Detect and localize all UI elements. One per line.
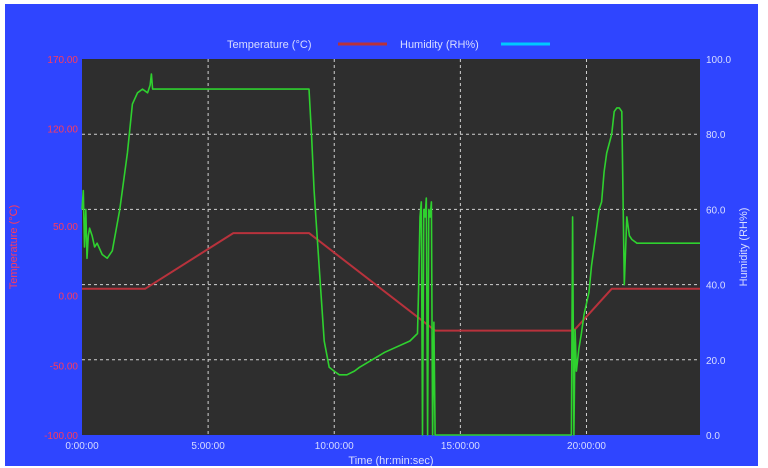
right-axis-tick-label: 100.0	[706, 55, 731, 66]
left-axis-tick-label: 170.00	[47, 55, 78, 66]
temperature-series-line	[82, 232, 700, 332]
legend-temperature-label: Temperature (°C)	[227, 39, 311, 51]
grid-lines	[82, 59, 700, 435]
left-axis-tick-label: 0.00	[59, 292, 79, 303]
right-axis-label: Humidity (RH%)	[738, 208, 750, 287]
temperature-humidity-chart: 0:00:00 5:00:00 10:00:00 15:00:00 20:00:00 -…	[8, 39, 750, 466]
x-axis-label: Time (hr:min:sec)	[348, 455, 433, 466]
right-axis-tick-label: 40.0	[706, 281, 726, 292]
left-axis-tick-label: 120.00	[47, 125, 78, 136]
right-axis-tick-label: 80.0	[706, 130, 726, 141]
x-axis-ticks: 0:00:00 5:00:00 10:00:00 15:00:00 20:00:00	[65, 441, 606, 452]
legend-humidity-label: Humidity (RH%)	[400, 39, 479, 51]
series-layer	[81, 73, 700, 436]
chart-frame: 0:00:00 5:00:00 10:00:00 15:00:00 20:00:00 -…	[5, 4, 758, 466]
x-tick-label: 20:00:00	[567, 441, 606, 452]
x-tick-label: 5:00:00	[191, 441, 225, 452]
right-axis-tick-label: 0.0	[706, 431, 720, 442]
left-axis-label: Temperature (°C)	[8, 205, 20, 289]
x-tick-label: 10:00:00	[315, 441, 354, 452]
plot-area	[82, 59, 700, 435]
right-axis-tick-label: 60.0	[706, 205, 726, 216]
left-axis-tick-label: -100.00	[44, 431, 78, 442]
right-axis-tick-label: 20.0	[706, 356, 726, 367]
humidity-series-line	[81, 73, 700, 436]
x-tick-label: 0:00:00	[65, 441, 99, 452]
left-axis-tick-label: 50.00	[53, 222, 78, 233]
left-axis-ticks: -100.00 -50.00 0.00 50.00 120.00 170.00	[44, 55, 78, 442]
legend: Temperature (°C) Humidity (RH%)	[227, 39, 550, 51]
right-axis-ticks: 0.0 20.0 40.0 60.0 80.0 100.0	[706, 55, 731, 442]
left-axis-tick-label: -50.00	[50, 361, 79, 372]
x-tick-label: 15:00:00	[441, 441, 480, 452]
